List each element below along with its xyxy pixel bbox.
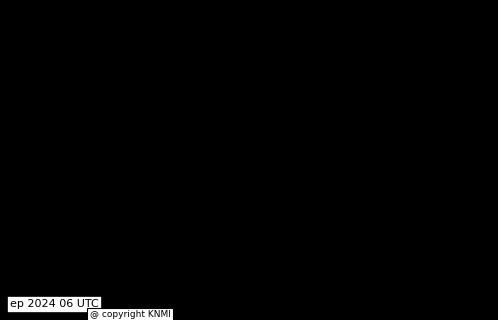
Text: @ copyright KNMI: @ copyright KNMI: [90, 310, 170, 319]
Text: ep 2024 06 UTC: ep 2024 06 UTC: [10, 299, 99, 309]
Text: cartopy required: cartopy required: [180, 146, 318, 164]
